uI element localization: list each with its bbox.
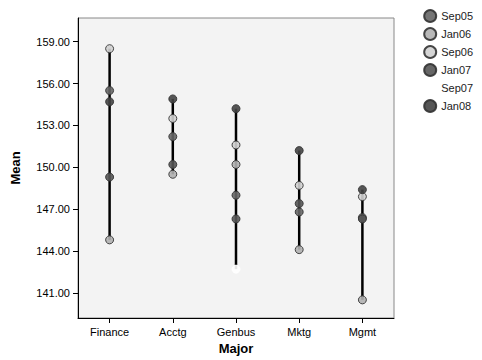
svg-text:Sep05: Sep05 (441, 10, 473, 22)
svg-text:Mktg: Mktg (287, 326, 311, 338)
svg-text:Mgmt: Mgmt (349, 326, 377, 338)
svg-text:Acctg: Acctg (159, 326, 187, 338)
svg-text:Sep06: Sep06 (441, 46, 473, 58)
svg-text:Jan07: Jan07 (441, 64, 471, 76)
svg-text:150.00: 150.00 (36, 161, 70, 173)
svg-text:Finance: Finance (90, 326, 129, 338)
svg-text:Jan08: Jan08 (441, 100, 471, 112)
svg-text:Major: Major (219, 341, 254, 356)
svg-text:Sep07: Sep07 (441, 82, 473, 94)
svg-text:147.00: 147.00 (36, 203, 70, 215)
svg-text:Jan06: Jan06 (441, 28, 471, 40)
svg-text:144.00: 144.00 (36, 245, 70, 257)
svg-text:141.00: 141.00 (36, 287, 70, 299)
svg-text:153.00: 153.00 (36, 119, 70, 131)
svg-text:Genbus: Genbus (217, 326, 256, 338)
svg-text:156.00: 156.00 (36, 78, 70, 90)
svg-text:159.00: 159.00 (36, 36, 70, 48)
svg-text:Mean: Mean (8, 151, 23, 184)
